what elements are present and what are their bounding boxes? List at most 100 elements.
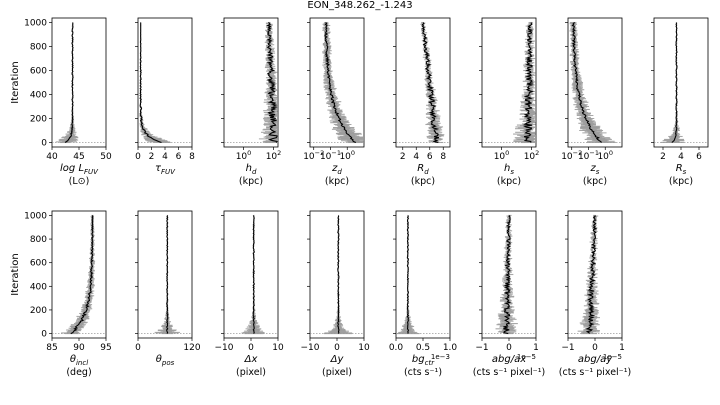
figure-title: EON_348.262_-1.243 [307, 0, 413, 11]
trace-line [165, 215, 169, 334]
x-tick-label: 120 [183, 343, 200, 353]
x-axis-unit: (kpc) [583, 176, 607, 187]
x-tick-label: 102 [524, 149, 540, 162]
trace-line [421, 22, 440, 144]
axes-frame [223, 210, 279, 339]
x-tick-exponent: 2 [277, 149, 281, 157]
y-tick-label: 600 [30, 259, 47, 269]
y-tick-label: 200 [30, 114, 47, 124]
x-tick-label: 6 [427, 152, 433, 162]
trace-line [406, 215, 410, 334]
x-tick-label: 100 [494, 149, 510, 162]
x-axis-label: zd [331, 163, 342, 176]
x-tick-label: 0.5 [416, 343, 430, 353]
trace-line [139, 22, 162, 144]
x-axis-label-sub: pos [161, 359, 175, 367]
trace-line [266, 22, 278, 143]
x-tick-exponent: −1 [589, 149, 599, 157]
x-tick-exponent: 0 [247, 149, 251, 157]
x-offset-label: 1e−5 [517, 353, 536, 361]
x-tick-label: 2 [660, 152, 666, 162]
y-tick-label: 800 [30, 43, 47, 53]
axes-frame [567, 17, 623, 148]
panel-h_s: 100 102 hs(kpc) [479, 17, 540, 187]
x-tick-label: 0 [592, 343, 598, 353]
x-tick-label: 85 [46, 343, 57, 353]
x-axis-unit: (kpc) [411, 176, 435, 187]
x-tick-label: 0 [135, 152, 141, 162]
x-axis-label-sub: d [252, 168, 257, 176]
axes-frame [223, 17, 279, 148]
x-axis-label: hs [504, 163, 514, 176]
trace-line [324, 22, 357, 144]
x-tick-label: 90 [73, 343, 85, 353]
trace-line [523, 22, 534, 143]
x-tick-exponent: −1 [331, 149, 341, 157]
x-tick-label: 6 [696, 152, 702, 162]
x-tick-label: −1 [561, 343, 574, 353]
panel-tau_FUV: 0 2 4 6 8 τFUV [135, 17, 195, 176]
x-tick-label: 1 [533, 343, 539, 353]
x-axis-unit: (pixel) [322, 367, 352, 378]
panel-delta_y: −10 0 10 Δy (pixel) [301, 210, 370, 378]
x-axis-label: zs [590, 163, 600, 176]
x-tick-label: 95 [100, 343, 111, 353]
y-tick-label: 200 [30, 306, 47, 316]
x-tick-exponent: 0 [609, 149, 613, 157]
x-axis-unit: (cts s⁻¹) [404, 367, 442, 378]
trace-line [64, 22, 74, 143]
trace-line [337, 215, 340, 334]
y-tick-label: 0 [41, 138, 47, 148]
x-tick-label: 4 [162, 152, 168, 162]
x-tick-label: 0 [506, 343, 512, 353]
x-offset-label: 1e−5 [603, 353, 622, 361]
x-offset-label: 1e−3 [431, 353, 450, 361]
x-axis-unit: (L⊙) [69, 176, 90, 187]
x-axis-label: θincl [70, 354, 88, 367]
panel-delta_x: −10 0 10 Δx (pixel) [215, 210, 284, 378]
y-tick-label: 800 [30, 235, 47, 245]
trace-line [585, 215, 598, 334]
x-tick-label: −10 [301, 343, 320, 353]
x-tick-label: 1 [619, 343, 625, 353]
panel-R_d: 2 4 6 8 Rd(kpc) [393, 17, 451, 187]
x-tick-label: 100 [597, 149, 613, 162]
x-axis-label: Rd [417, 163, 429, 176]
x-axis-label-sub: d [424, 168, 429, 176]
y-tick-label: 1000 [24, 19, 47, 29]
panel-log L_FUV: 0 200 400 600 800 1000 40 45 50log LFUV(L⊙) [24, 17, 112, 187]
x-axis-label: log LFUV [60, 163, 99, 176]
y-tick-label: 1000 [24, 211, 47, 221]
panel-theta_pos: 0 120 θpos [135, 210, 201, 367]
x-tick-label: 100 [339, 149, 355, 162]
x-tick-label: 4 [678, 152, 684, 162]
x-tick-label: 8 [189, 152, 195, 162]
x-axis-unit: (kpc) [239, 176, 263, 187]
x-axis-unit: (kpc) [669, 176, 693, 187]
trace-line [503, 215, 512, 335]
x-tick-label: 102 [266, 149, 282, 162]
x-axis-unit: (pixel) [236, 367, 266, 378]
x-axis-unit: (cts s⁻¹ pixel⁻¹) [473, 367, 545, 378]
x-tick-label: 0 [135, 343, 141, 353]
x-axis-label-sub: d [337, 168, 342, 176]
x-tick-label: 10 [272, 343, 284, 353]
axes-frame [395, 210, 451, 339]
x-tick-label: 1.0 [443, 343, 458, 353]
x-tick-label: 10 [358, 343, 370, 353]
axes-frame [51, 17, 107, 148]
x-axis-label: abg/ay [578, 354, 613, 365]
x-axis-label: hd [246, 163, 257, 176]
axes-frame [481, 17, 537, 148]
x-tick-label: 40 [46, 152, 58, 162]
axes-frame [395, 17, 451, 148]
x-tick-label: 45 [73, 152, 84, 162]
x-tick-label: 2 [400, 152, 406, 162]
axes-frame [653, 17, 709, 148]
x-tick-label: 0 [248, 343, 254, 353]
x-tick-label: 50 [100, 152, 112, 162]
x-axis-label-sub: FUV [161, 168, 176, 176]
